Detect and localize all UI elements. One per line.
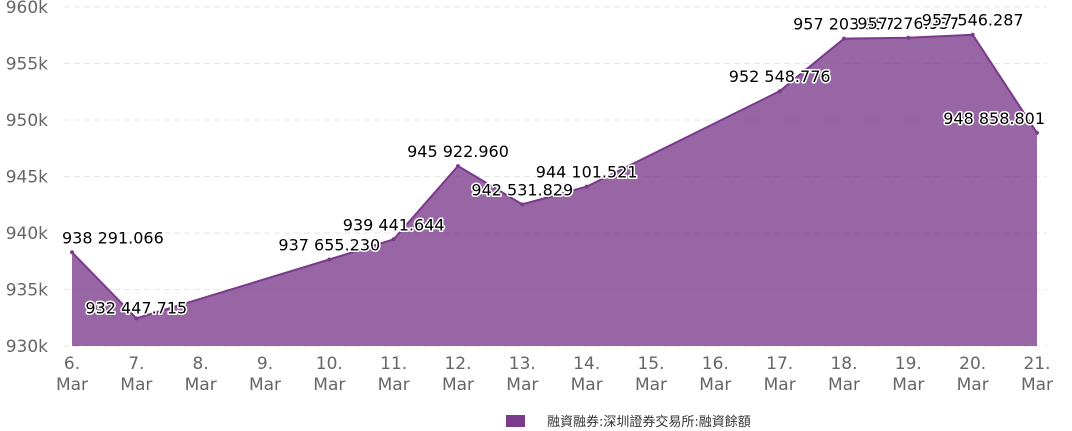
series-line	[71, 33, 1038, 320]
x-tick-label: 12. Mar	[442, 354, 474, 395]
data-label: 957 276.937	[857, 14, 959, 33]
y-tick-label: 930k	[6, 337, 48, 357]
data-point[interactable]	[777, 89, 782, 94]
x-tick-label: 11. Mar	[378, 354, 410, 395]
data-label: 939 441.644	[343, 215, 445, 234]
y-axis: 930k 935k 940k 945k 950k 955k 960k	[6, 0, 48, 357]
data-point[interactable]	[584, 184, 589, 189]
legend-swatch	[506, 415, 525, 427]
x-tick-label: 10. Mar	[313, 354, 345, 395]
x-tick-label: 6. Mar	[56, 354, 88, 395]
y-tick-label: 955k	[6, 55, 48, 75]
legend[interactable]: 融資融券:深圳證券交易所:融資餘額	[506, 414, 751, 430]
x-tick-label: 19. Mar	[892, 354, 924, 395]
data-label: 932 447.715	[85, 298, 187, 317]
data-label: 957 546.287	[922, 11, 1024, 30]
y-tick-label: 935k	[6, 281, 48, 301]
y-tick-label: 945k	[6, 168, 48, 188]
data-point[interactable]	[391, 237, 396, 242]
data-point[interactable]	[970, 32, 975, 37]
legend-label: 融資融券:深圳證券交易所:融資餘額	[547, 414, 751, 430]
data-point[interactable]	[842, 36, 846, 41]
data-point[interactable]	[456, 164, 460, 169]
x-tick-label: 16. Mar	[699, 354, 731, 395]
x-tick-label: 13. Mar	[506, 354, 538, 395]
x-tick-label: 17. Mar	[764, 354, 796, 395]
data-label: 942 531.829	[471, 180, 573, 199]
data-label: 948 858.801	[943, 109, 1045, 128]
y-tick-label: 960k	[6, 0, 48, 18]
x-tick-label: 18. Mar	[828, 354, 860, 395]
data-point[interactable]	[327, 257, 332, 262]
data-point[interactable]	[520, 202, 525, 207]
data-point[interactable]	[1035, 130, 1039, 135]
data-label: 937 655.230	[278, 235, 380, 254]
x-tick-label: 7. Mar	[120, 354, 152, 395]
x-tick-label: 9. Mar	[249, 354, 281, 395]
data-label: 945 922.960	[407, 142, 509, 161]
data-label: 952 548.776	[729, 67, 831, 86]
y-tick-label: 940k	[6, 224, 48, 244]
x-tick-label: 15. Mar	[635, 354, 667, 395]
y-tick-label: 950k	[6, 111, 48, 131]
data-label: 938 291.066	[62, 228, 164, 247]
x-tick-label: 21. Mar	[1021, 354, 1053, 395]
series-area-fill	[72, 34, 1037, 346]
x-tick-label: 8. Mar	[185, 354, 217, 395]
data-point[interactable]	[906, 35, 911, 40]
x-tick-label: 20. Mar	[957, 354, 989, 395]
data-label: 957 203.957	[793, 15, 895, 34]
series-area	[70, 32, 1039, 346]
data-point[interactable]	[70, 250, 74, 255]
x-axis: 6. Mar 7. Mar 8. Mar 9. Mar 10. Mar 11. Mar 12. Mar 13…	[56, 354, 1053, 395]
data-label: 944 101.521	[536, 163, 638, 182]
x-tick-label: 14. Mar	[571, 354, 603, 395]
data-point[interactable]	[134, 316, 139, 321]
